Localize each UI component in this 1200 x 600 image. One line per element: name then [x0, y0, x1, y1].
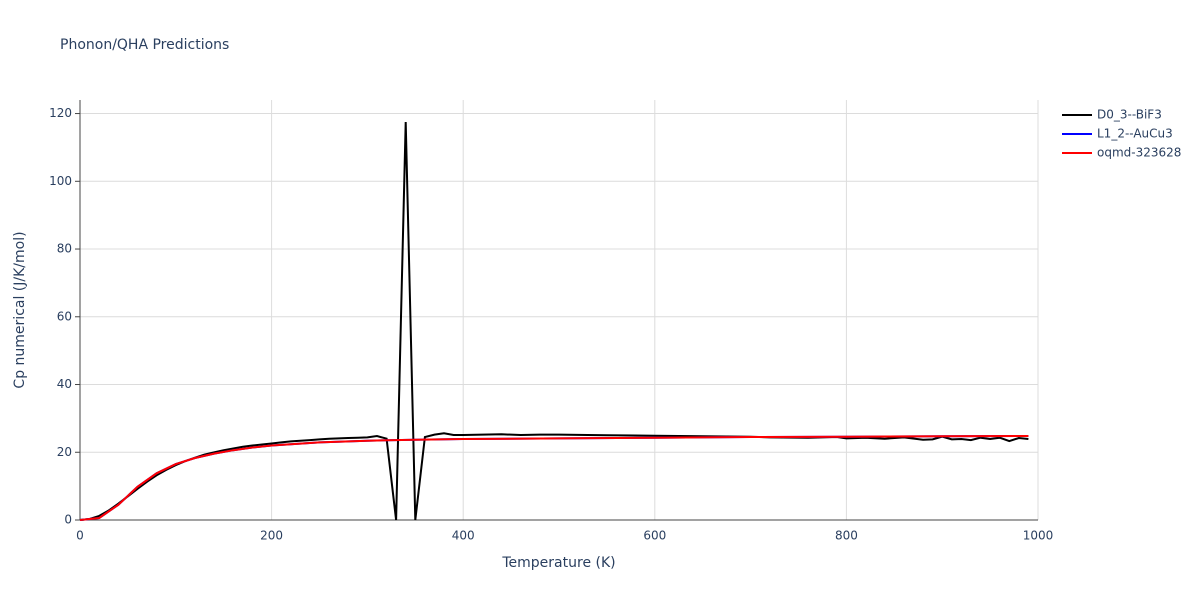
y-tick-label: 80: [57, 242, 72, 256]
y-tick-label: 20: [57, 445, 72, 459]
chart-title: Phonon/QHA Predictions: [60, 37, 229, 53]
data-line: [79, 435, 1029, 521]
x-tick-label: 0: [76, 529, 84, 543]
y-tick-label: 60: [57, 309, 72, 323]
x-tick-label: 200: [260, 529, 283, 543]
x-tick-label: 400: [452, 529, 475, 543]
y-axis-title: Cp numerical (J/K/mol): [12, 231, 28, 388]
x-tick-label: 1000: [1023, 529, 1054, 543]
data-line: [79, 435, 1029, 521]
y-tick-label: 40: [57, 377, 72, 391]
y-tick-label: 120: [49, 106, 72, 120]
legend-label: oqmd-323628: [1097, 146, 1181, 160]
y-tick-label: 0: [64, 513, 72, 527]
legend-label: D0_3--BiF3: [1097, 108, 1162, 122]
y-tick-label: 100: [49, 174, 72, 188]
legend-label: L1_2--AuCu3: [1097, 127, 1173, 141]
x-tick-label: 800: [835, 529, 858, 543]
x-axis-title: Temperature (K): [501, 555, 615, 571]
x-tick-label: 600: [643, 529, 666, 543]
